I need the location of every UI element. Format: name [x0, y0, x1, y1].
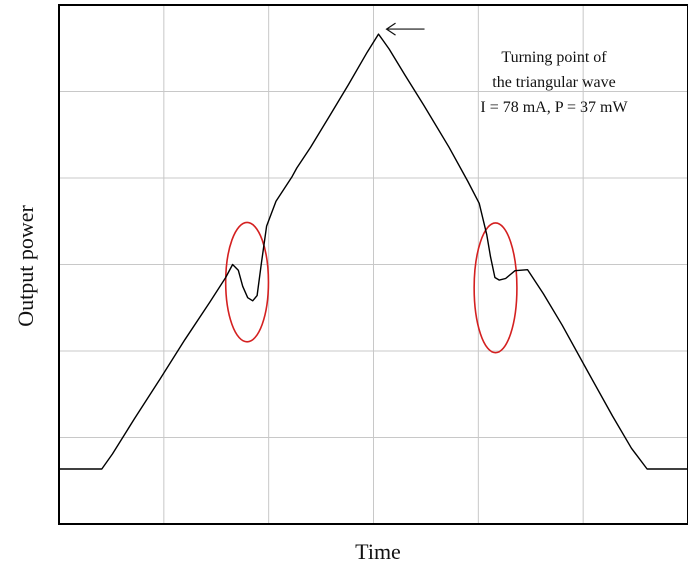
annotation-line-2: the triangular wave	[492, 74, 616, 91]
series-line	[59, 33, 688, 470]
highlight-ellipse-1	[224, 221, 270, 343]
annotation-arrowhead	[385, 22, 396, 36]
annotation-line-3: I = 78 mA, P = 37 mW	[480, 99, 628, 116]
annotation: Turning point of the triangular wave I =…	[385, 22, 629, 116]
grid	[59, 5, 688, 524]
annotation-line-1: Turning point of	[501, 49, 607, 66]
y-axis-title: Output power	[13, 205, 38, 327]
highlight-circles	[224, 221, 518, 354]
highlight-ellipse-2	[473, 222, 518, 354]
x-axis-title: Time	[355, 539, 401, 564]
plot-frame	[58, 4, 688, 525]
